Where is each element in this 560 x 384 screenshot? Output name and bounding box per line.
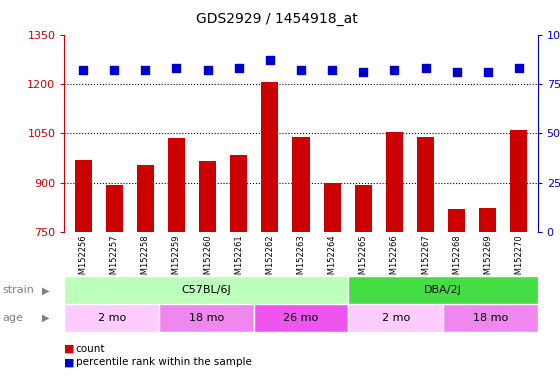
Bar bbox=[448, 209, 465, 232]
Text: strain: strain bbox=[3, 285, 35, 295]
Text: percentile rank within the sample: percentile rank within the sample bbox=[76, 358, 251, 367]
Text: GSM152261: GSM152261 bbox=[234, 235, 243, 285]
Text: ▶: ▶ bbox=[42, 313, 49, 323]
Point bbox=[452, 69, 461, 75]
Text: GSM152259: GSM152259 bbox=[172, 235, 181, 285]
Bar bbox=[348, 276, 538, 304]
Text: GSM152260: GSM152260 bbox=[203, 235, 212, 285]
Text: ■: ■ bbox=[64, 358, 75, 367]
Bar bbox=[479, 208, 496, 232]
Text: C57BL/6J: C57BL/6J bbox=[181, 285, 231, 295]
Text: GSM152266: GSM152266 bbox=[390, 235, 399, 285]
Bar bbox=[137, 165, 154, 232]
Point bbox=[203, 67, 212, 73]
Bar bbox=[199, 161, 216, 232]
Bar bbox=[64, 276, 348, 304]
Bar bbox=[292, 137, 310, 232]
Bar bbox=[443, 304, 538, 332]
Bar bbox=[417, 137, 434, 232]
Point bbox=[421, 65, 430, 71]
Text: GSM152263: GSM152263 bbox=[296, 235, 306, 285]
Bar bbox=[168, 138, 185, 232]
Text: 2 mo: 2 mo bbox=[381, 313, 410, 323]
Bar bbox=[354, 185, 372, 232]
Text: count: count bbox=[76, 344, 105, 354]
Text: 26 mo: 26 mo bbox=[283, 313, 319, 323]
Bar bbox=[230, 155, 248, 232]
Text: 18 mo: 18 mo bbox=[189, 313, 224, 323]
Bar bbox=[74, 160, 92, 232]
Point bbox=[359, 69, 368, 75]
Text: GDS2929 / 1454918_at: GDS2929 / 1454918_at bbox=[197, 12, 358, 25]
Point bbox=[78, 67, 87, 73]
Text: GSM152258: GSM152258 bbox=[141, 235, 150, 285]
Text: GSM152268: GSM152268 bbox=[452, 235, 461, 285]
Bar bbox=[254, 304, 348, 332]
Text: DBA/2J: DBA/2J bbox=[424, 285, 462, 295]
Text: GSM152256: GSM152256 bbox=[78, 235, 87, 285]
Text: age: age bbox=[3, 313, 24, 323]
Text: 2 mo: 2 mo bbox=[97, 313, 126, 323]
Point bbox=[110, 67, 119, 73]
Bar bbox=[348, 304, 443, 332]
Bar bbox=[159, 304, 254, 332]
Point bbox=[234, 65, 243, 71]
Point bbox=[515, 65, 524, 71]
Text: 18 mo: 18 mo bbox=[473, 313, 508, 323]
Point bbox=[390, 67, 399, 73]
Point bbox=[141, 67, 150, 73]
Text: ■: ■ bbox=[64, 344, 75, 354]
Text: ▶: ▶ bbox=[42, 285, 49, 295]
Point bbox=[297, 67, 306, 73]
Bar bbox=[510, 130, 528, 232]
Bar bbox=[64, 304, 159, 332]
Bar bbox=[386, 132, 403, 232]
Bar bbox=[324, 183, 340, 232]
Text: GSM152270: GSM152270 bbox=[515, 235, 524, 285]
Text: GSM152267: GSM152267 bbox=[421, 235, 430, 285]
Point bbox=[328, 67, 337, 73]
Text: GSM152264: GSM152264 bbox=[328, 235, 337, 285]
Point bbox=[172, 65, 181, 71]
Text: GSM152262: GSM152262 bbox=[265, 235, 274, 285]
Bar bbox=[262, 82, 278, 232]
Text: GSM152269: GSM152269 bbox=[483, 235, 492, 285]
Text: GSM152265: GSM152265 bbox=[359, 235, 368, 285]
Bar bbox=[106, 185, 123, 232]
Point bbox=[265, 57, 274, 63]
Text: GSM152257: GSM152257 bbox=[110, 235, 119, 285]
Point bbox=[483, 69, 492, 75]
